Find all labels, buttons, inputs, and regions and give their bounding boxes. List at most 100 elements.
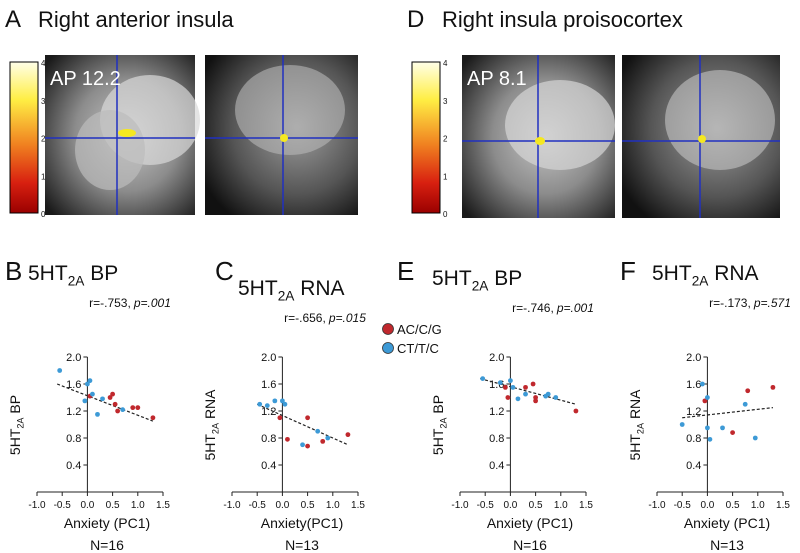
trend-line	[256, 403, 349, 446]
data-point	[100, 396, 105, 402]
panel-letter: C	[215, 256, 234, 286]
y-tick-label: 1.2	[489, 406, 504, 418]
x-tick-label: 0.0	[503, 500, 517, 511]
x-axis-label: Anxiety (PC1)	[64, 515, 150, 531]
sample-size: N=13	[285, 537, 319, 553]
chart-title-rest: BP	[488, 267, 522, 290]
y-axis-label-sub: 2A	[636, 422, 646, 434]
x-tick-label: -1.0	[28, 500, 46, 511]
stat-r: r=-.656,	[284, 311, 326, 325]
chart-title-rest: RNA	[708, 262, 758, 285]
data-point	[705, 395, 710, 400]
legend-swatch	[382, 323, 394, 335]
stat-label: r=-.656, p=.015	[284, 311, 366, 325]
sample-size: N=16	[90, 537, 124, 553]
data-point	[545, 391, 551, 397]
data-point	[135, 405, 141, 411]
x-tick-label: 1.0	[326, 500, 340, 511]
data-point	[150, 415, 156, 421]
data-point	[720, 425, 725, 431]
data-point	[530, 381, 536, 387]
y-tick-label: 0.8	[66, 433, 81, 445]
panel-title: Right anterior insula	[38, 7, 234, 32]
brain-tissue	[235, 65, 345, 155]
y-tick-label: 2.0	[261, 352, 276, 364]
data-point	[480, 376, 486, 381]
data-point	[285, 436, 290, 442]
y-tick-label: 1.2	[686, 406, 701, 418]
x-tick-label: 1.5	[351, 500, 365, 511]
x-axis-label: Anxiety(PC1)	[261, 515, 343, 531]
data-point	[107, 395, 113, 400]
data-point	[277, 415, 283, 421]
data-point	[510, 384, 516, 390]
y-tick-label: 1.6	[66, 379, 81, 391]
x-tick-label: -0.5	[674, 500, 692, 511]
brain-tissue	[75, 110, 145, 190]
chart-title-rest: BP	[84, 262, 118, 285]
chart-title-rest: RNA	[294, 277, 344, 300]
y-axis-label-rest: RNA	[627, 389, 643, 423]
chart-title-sub: 2A	[472, 278, 490, 293]
data-point	[730, 430, 735, 435]
legend-label: AC/C/G	[397, 322, 442, 337]
y-axis-label-rest: BP	[430, 395, 446, 418]
data-point	[742, 401, 748, 407]
y-tick-label: 1.2	[261, 406, 276, 418]
colorbar-tick-label: 1	[41, 172, 46, 181]
data-point	[699, 381, 705, 387]
data-point	[90, 391, 95, 397]
colorbar-tick-label: 3	[41, 97, 46, 106]
data-point	[523, 384, 528, 390]
y-axis-label-sub: 2A	[211, 422, 221, 434]
stat-p: p=.001	[556, 301, 594, 315]
stat-r: r=-.746,	[512, 301, 554, 315]
legend-swatch	[382, 342, 394, 354]
stat-r: r=-.173,	[709, 296, 751, 310]
data-point	[553, 395, 559, 400]
data-point	[707, 436, 713, 442]
stat-p: p=.015	[328, 311, 366, 325]
data-point	[87, 378, 93, 384]
stat-label: r=-.173, p=.571	[709, 296, 791, 310]
data-point	[770, 384, 776, 390]
data-point	[82, 398, 88, 404]
y-axis-label: 5HT2A RNA	[202, 389, 221, 461]
x-tick-label: 1.5	[776, 500, 790, 511]
data-point	[533, 395, 538, 400]
panel-title: Right insula proisocortex	[442, 7, 683, 32]
colorbar	[411, 61, 441, 214]
data-point	[115, 408, 121, 414]
sample-size: N=13	[710, 537, 744, 553]
data-point	[502, 384, 508, 390]
data-point	[533, 398, 538, 404]
y-axis-label: 5HT2A BP	[7, 395, 26, 455]
chart-title-sub: 2A	[68, 273, 86, 288]
colorbar-tick-label: 4	[41, 59, 46, 68]
y-tick-label: 2.0	[686, 352, 701, 364]
x-tick-label: 1.0	[751, 500, 765, 511]
x-tick-label: 0.5	[726, 500, 740, 511]
y-tick-label: 2.0	[489, 352, 504, 364]
colorbar-tick-label: 2	[41, 135, 46, 144]
brain-tissue	[665, 70, 775, 170]
data-point	[305, 415, 310, 421]
x-tick-label: 1.5	[156, 500, 170, 511]
data-point	[95, 411, 100, 417]
chart-title: 5HT2A BP	[28, 262, 118, 288]
data-point	[110, 391, 115, 397]
trend-line	[56, 383, 154, 422]
chart-title-sub: 2A	[692, 273, 710, 288]
chart-title: 5HT2A RNA	[652, 262, 759, 288]
y-tick-label: 0.8	[489, 433, 504, 445]
y-tick-label: 1.6	[261, 379, 276, 391]
colorbar-tick-label: 0	[443, 210, 448, 219]
x-tick-label: 0.0	[80, 500, 94, 511]
data-point	[508, 378, 513, 384]
x-tick-label: 1.0	[131, 500, 145, 511]
legend-label: CT/T/C	[397, 341, 439, 356]
x-tick-label: 0.5	[301, 500, 315, 511]
y-axis-label-main: 5HT	[627, 434, 643, 461]
data-point	[505, 395, 511, 400]
